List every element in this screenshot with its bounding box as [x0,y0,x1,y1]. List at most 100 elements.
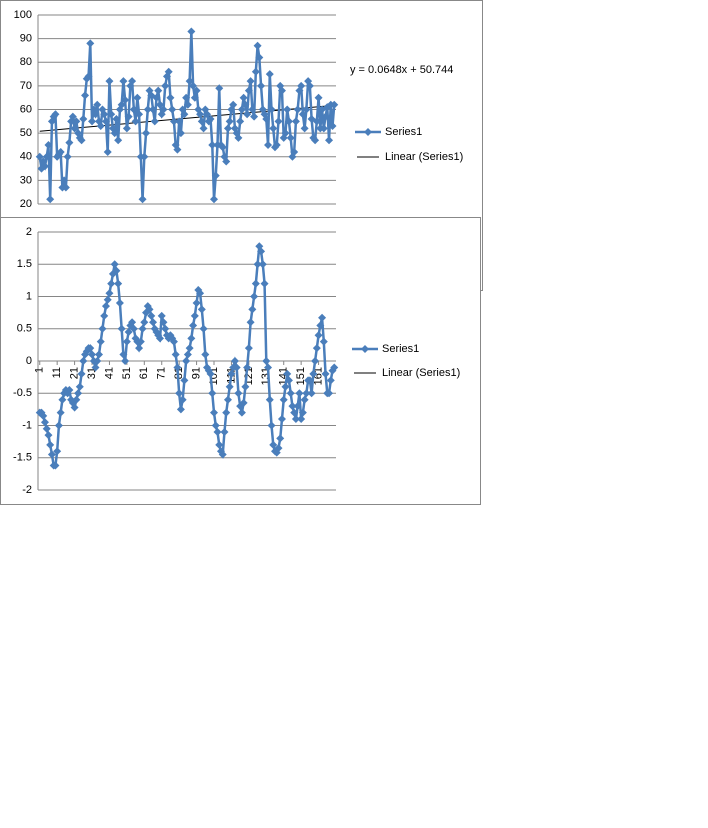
point-marker [121,357,130,365]
point-marker [298,110,307,119]
point-marker [135,344,144,353]
y-tick-label: -0.5 [13,387,32,399]
point-marker [253,41,262,50]
point-marker [40,162,49,171]
point-marker [196,289,205,298]
point-marker [93,357,102,365]
point-marker [161,81,170,90]
point-marker [61,183,70,192]
point-marker [250,112,259,121]
point-marker [175,389,184,398]
point-marker [267,421,276,430]
point-marker [133,93,142,102]
point-marker [86,39,95,48]
point-marker [46,195,55,204]
point-marker [206,114,215,123]
x-tick-label: 21 [69,367,81,379]
point-marker [246,318,255,327]
point-marker [143,105,152,114]
point-marker [152,93,161,102]
point-marker [35,152,44,161]
point-marker [269,440,278,449]
y-tick-label: 20 [20,198,32,210]
point-marker [154,86,163,95]
legend-label: Series1 [382,343,419,355]
point-marker [128,318,137,327]
point-marker [265,395,274,404]
point-marker [135,110,144,119]
point-marker [91,110,100,119]
point-marker [220,427,229,436]
point-marker [250,292,259,301]
y-tick-label: -1.5 [13,452,32,464]
point-marker [114,136,123,145]
x-tick-label: 161 [312,367,324,385]
point-marker [93,100,102,109]
point-marker [307,389,316,398]
y-tick-label: 40 [20,151,32,163]
point-marker [223,395,232,404]
point-marker [199,124,208,133]
point-marker [103,148,112,157]
point-marker [180,110,189,119]
point-marker [122,337,131,346]
point-marker [321,112,330,121]
point-marker [319,124,328,133]
point-marker [189,321,198,330]
point-marker [183,100,192,109]
point-marker [305,376,314,385]
y-tick-label: 1.5 [17,258,32,270]
y-tick-label: 1 [26,290,32,302]
point-marker [150,117,159,126]
point-marker [115,298,124,307]
point-marker [122,124,131,133]
point-marker [63,152,72,161]
point-marker [112,114,121,123]
point-marker [70,124,79,133]
point-marker [211,421,220,430]
point-marker [330,363,339,372]
point-marker [288,402,297,411]
point-marker [96,337,105,346]
x-tick-label: 151 [295,367,307,385]
point-marker [79,114,88,123]
point-marker [166,93,175,102]
point-marker [65,386,74,395]
point-marker [211,171,220,180]
point-marker [257,247,266,256]
point-marker [98,324,107,333]
point-marker [42,152,51,161]
point-marker [241,382,250,391]
point-marker [105,77,114,86]
point-marker [208,140,217,149]
point-marker [279,395,288,404]
y-tick-label: 2 [26,226,32,238]
point-marker [225,382,234,391]
point-marker [190,93,199,102]
point-marker [227,369,236,378]
point-marker [79,357,88,365]
point-marker [51,461,60,470]
point-marker [70,403,79,412]
point-marker [293,105,302,114]
point-marker [182,357,191,365]
point-marker [149,105,158,114]
point-marker [88,117,97,126]
y-tick-label: 100 [14,9,32,21]
y-tick-label: 50 [20,127,32,139]
y-tick-label: -1 [22,419,32,431]
point-marker [272,140,281,149]
point-marker [284,376,293,385]
point-marker [101,117,110,126]
point-marker [197,305,206,314]
point-marker [47,450,56,459]
point-marker [239,93,248,102]
point-marker [318,313,327,322]
point-marker [105,289,114,298]
point-marker [88,350,97,359]
point-marker [159,318,168,327]
point-marker [291,415,300,424]
point-marker [84,72,93,81]
point-marker [230,357,239,365]
point-marker [175,117,184,126]
